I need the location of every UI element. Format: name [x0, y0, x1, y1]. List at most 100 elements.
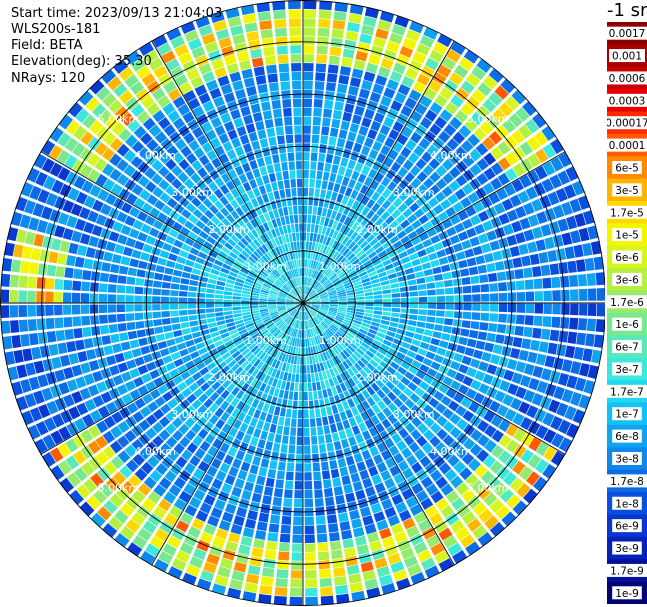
ray-gate [270, 145, 279, 155]
ray-gate [317, 344, 322, 354]
ray-gate [226, 343, 236, 352]
ray-gate [152, 304, 161, 311]
ray-gate [379, 374, 389, 384]
ray-gate [417, 249, 427, 258]
ray-gate [489, 498, 504, 513]
ray-gate [436, 428, 448, 441]
ray-gate [144, 167, 157, 180]
ray-gate [372, 228, 382, 237]
ray-gate [455, 174, 468, 187]
ray-gate [392, 338, 403, 346]
ray-gate [132, 219, 144, 231]
ray-gate [344, 168, 353, 178]
ray-gate [566, 423, 579, 439]
ray-gate [296, 338, 300, 347]
ray-gate [105, 193, 117, 206]
ray-gate [274, 27, 287, 38]
ray-gate [245, 123, 256, 134]
ray-gate [520, 449, 534, 464]
ray-gate [271, 238, 278, 248]
ray-gate [347, 294, 356, 298]
ray-gate [228, 466, 239, 477]
ray-gate [526, 136, 541, 151]
ray-gate [373, 454, 384, 465]
ray-gate [221, 482, 233, 494]
ray-gate [308, 328, 312, 338]
range-ring-label: 5.00km [98, 482, 140, 495]
ray-gate [241, 162, 251, 173]
ray-gate [294, 277, 299, 287]
ray-gate [507, 383, 519, 396]
ray-gate [556, 402, 569, 417]
ray-gate [305, 596, 319, 606]
ray-gate [292, 364, 297, 374]
ray-gate [315, 315, 322, 323]
ray-gate [426, 534, 441, 548]
ray-gate [243, 317, 253, 322]
ray-gate [116, 158, 129, 172]
ray-gate [310, 260, 315, 269]
ray-gate [307, 329, 311, 338]
ray-gate [256, 236, 264, 246]
ray-gate [318, 198, 325, 207]
ray-gate [334, 575, 347, 586]
ray-gate [211, 381, 221, 391]
ray-gate [99, 325, 110, 335]
ray-gate [214, 370, 224, 380]
ray-gate [230, 267, 240, 274]
ray-gate [398, 346, 409, 355]
ray-gate [286, 297, 295, 301]
ray-gate [206, 283, 216, 289]
ray-gate [264, 355, 272, 365]
ray-gate [260, 430, 269, 441]
ray-gate [404, 184, 416, 196]
ray-gate [354, 414, 364, 425]
ray-gate [258, 466, 268, 477]
ray-gate [284, 215, 290, 225]
ray-gate [216, 254, 226, 263]
ray-gate [390, 561, 405, 573]
ray-gate [356, 213, 365, 224]
ray-gate [190, 410, 202, 422]
ray-gate [409, 20, 424, 34]
ray-gate [279, 333, 286, 342]
ray-gate [395, 214, 406, 224]
ray-gate [370, 502, 383, 514]
ray-gate [379, 430, 390, 441]
ray-gate [20, 182, 34, 197]
ray-gate [273, 18, 287, 29]
ray-gate [7, 366, 19, 381]
ray-gate [218, 271, 228, 279]
ray-gate [325, 82, 337, 92]
colorbar-label: 1.7e-9 [610, 565, 644, 577]
ray-gate [400, 376, 411, 386]
ray-gate [228, 329, 238, 336]
ray-gate [169, 210, 180, 221]
ray-gate [357, 153, 367, 165]
ray-gate [207, 445, 218, 457]
ray-gate [201, 33, 216, 45]
ray-gate [480, 312, 490, 322]
ray-gate [484, 515, 499, 530]
ray-gate [353, 284, 363, 289]
ray-gate [334, 332, 343, 341]
ray-gate [330, 468, 340, 479]
ray-gate [272, 442, 281, 452]
ray-gate [228, 224, 237, 234]
ray-gate [231, 137, 242, 149]
ray-gate [523, 202, 535, 216]
ray-gate [278, 63, 290, 73]
ray-gate [409, 297, 419, 303]
ray-gate [38, 404, 51, 419]
ray-gate [322, 361, 329, 371]
ray-gate [71, 364, 83, 377]
ray-gate [314, 282, 321, 290]
ray-gate [536, 380, 549, 394]
ray-gate [465, 205, 477, 217]
ray-gate [362, 281, 372, 287]
ray-gate [134, 312, 144, 321]
ray-gate [310, 306, 319, 311]
ray-gate [465, 541, 481, 556]
ray-gate [239, 441, 249, 453]
ray-gate [378, 574, 393, 586]
